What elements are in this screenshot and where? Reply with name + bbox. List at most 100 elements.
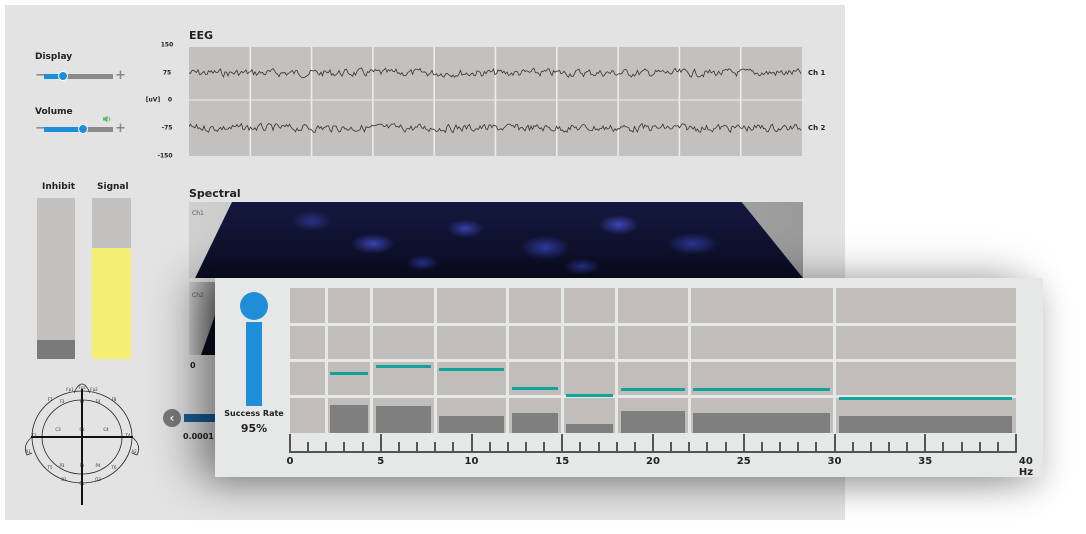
electrode-t5: T5 [47,465,53,470]
axis-label: 30 [827,456,842,467]
band-power-bar [511,412,559,433]
speaker-icon[interactable] [103,108,111,123]
axis-label: 15 [555,456,570,467]
spectrogram-ch2: Ch2 [189,282,219,355]
volume-label: Volume [35,107,73,117]
spectral-zero-label: 0 [190,361,196,370]
axis-tick [760,442,763,453]
eeg-trace-ch2 [188,122,802,134]
axis-tick [652,434,654,453]
spectral-title: Spectral [189,187,241,200]
axis-tick [706,442,709,453]
axis-label: 35 [918,456,933,467]
band-power-bar [439,415,504,433]
electrode-cz: Cz [80,427,85,432]
band-threshold-line [838,397,1012,401]
axis-label: 40 Hz [1018,456,1034,478]
axis-tick [633,442,636,453]
axis-tick [506,442,509,453]
electrode-f4: F4 [96,399,101,404]
electrode-t6: T6 [111,465,117,470]
band-power-bar [330,405,368,433]
eeg-channel-2-label: Ch 2 [808,124,826,132]
axis-tick [524,442,527,453]
eeg-tick-0: 0 [167,96,173,104]
threshold-slider[interactable] [184,414,216,422]
band-boundary [370,288,374,433]
chart-gridline-horizontal [290,395,1016,399]
axis-label: 0 [286,456,294,467]
threshold-value: 0.0001 [183,432,214,441]
axis-tick [942,442,945,453]
electrode-p3: P3 [60,463,65,468]
chart-gridline-horizontal [290,322,1016,326]
axis-tick [543,442,546,453]
axis-tick [869,442,872,453]
eeg-channel-1-label: Ch 1 [808,69,826,77]
volume-plus-button[interactable]: + [115,121,126,136]
electrode-f7: F7 [48,397,53,402]
axis-tick [742,434,745,453]
volume-minus-button[interactable]: − [35,121,46,136]
electrode-c4: C4 [103,427,109,432]
electrode-a1: A1 [25,449,31,454]
electrode-head-map: Fp1 Fpz Fp2 F7 F3 Fz F4 F8 T3 C3 Cz C4 T4 T5 P3 Pz P4 T6 O… [24,383,140,505]
display-plus-button[interactable]: + [115,68,126,83]
band-power-bar [693,412,831,433]
axis-tick [416,442,419,453]
electrode-fp2: Fp2 [90,387,98,392]
inhibit-meter-fill [37,339,75,359]
eeg-tick-minus75: -75 [161,124,173,132]
success-rate-label: Success Rate [224,409,284,418]
axis-tick [851,442,854,453]
band-threshold-line [330,372,368,376]
axis-tick [488,442,491,453]
eeg-plot [188,47,802,156]
axis-tick [978,442,981,453]
signal-meter-fill [92,247,131,359]
success-indicator-icon [240,292,268,320]
axis-tick [815,442,818,453]
axis-tick [779,442,782,453]
band-boundary [433,288,437,433]
axis-tick [470,434,473,453]
electrode-t3: T3 [31,433,37,438]
chevron-left-icon[interactable]: ‹ [163,409,181,427]
axis-tick [797,442,800,453]
display-slider-fill [44,74,63,79]
band-threshold-line [511,386,559,390]
display-slider-knob[interactable] [57,71,68,81]
axis-tick [561,434,564,453]
band-boundary [833,288,836,433]
axis-tick [579,442,582,453]
axis-tick [670,442,673,453]
display-minus-button[interactable]: − [35,68,46,83]
electrode-o1: O1 [61,477,67,482]
band-power-bar [620,410,686,433]
frequency-axis: 0 5 10 15 20 25 30 35 40 Hz [286,434,1033,478]
band-threshold-line [375,364,432,368]
success-rate-bar [246,322,262,406]
axis-tick [906,442,909,453]
band-power-bar [838,415,1012,433]
axis-tick [397,442,400,453]
axis-tick [615,442,618,453]
spectrogram-ch1: Ch1 [189,202,803,278]
eeg-tick-minus150: -150 [157,152,173,160]
axis-tick [1015,434,1017,453]
signal-meter [92,198,131,359]
eeg-title: EEG [189,29,214,42]
electrode-pz: Pz [80,463,85,468]
electrode-f3: F3 [60,399,65,404]
band-boundary [687,288,691,433]
band-power-bar [566,423,613,433]
axis-tick [996,442,999,453]
success-rate-value: 95% [240,422,268,435]
axis-tick [924,434,927,453]
chart-gridline-horizontal [290,359,1016,362]
display-slider[interactable] [44,74,113,79]
axis-tick [452,442,455,453]
band-power-bar [375,406,432,433]
volume-slider-knob[interactable] [78,124,89,134]
axis-tick [833,434,836,453]
